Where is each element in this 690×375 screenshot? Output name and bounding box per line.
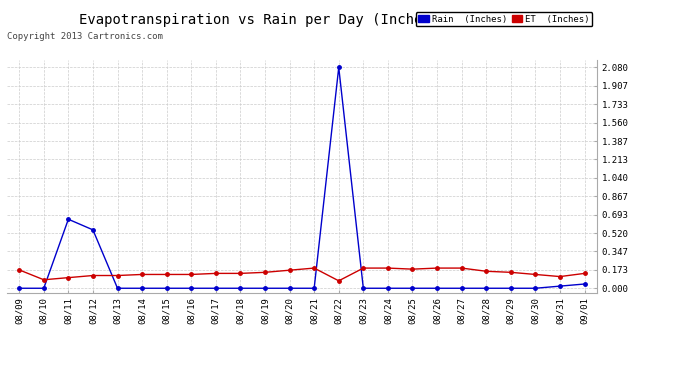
Text: Evapotranspiration vs Rain per Day (Inches) 20130902: Evapotranspiration vs Rain per Day (Inch…	[79, 13, 515, 27]
Legend: Rain  (Inches), ET  (Inches): Rain (Inches), ET (Inches)	[415, 12, 592, 26]
Text: Copyright 2013 Cartronics.com: Copyright 2013 Cartronics.com	[7, 32, 163, 41]
